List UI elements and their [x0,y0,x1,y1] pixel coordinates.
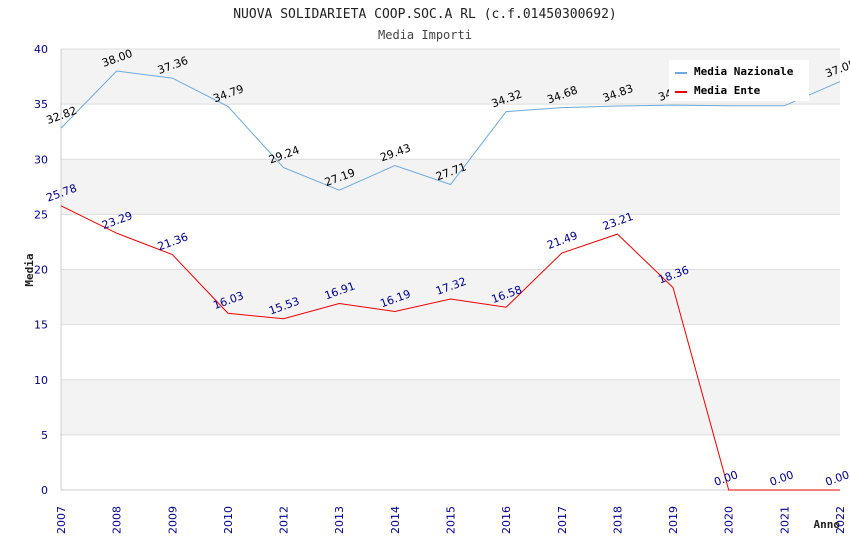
y-tick-label: 10 [34,374,48,387]
legend-label-media-nazionale: Media Nazionale [694,65,794,78]
y-tick-label: 30 [34,153,48,166]
plot-band [61,269,840,325]
x-tick-label: 2013 [333,506,346,534]
x-tick-label: 2021 [778,506,791,534]
legend-label-media-ente: Media Ente [694,84,761,97]
chart-title: NUOVA SOLIDARIETA COOP.SOC.A RL (c.f.014… [233,7,617,22]
y-tick-label: 5 [41,429,48,442]
plot-band [61,104,840,160]
x-tick-label: 2008 [111,506,124,534]
plot-band [61,434,840,490]
y-tick-labels: 0 5 10 15 20 25 30 35 40 [34,43,48,497]
y-tick-label: 20 [34,264,48,277]
plot-band [61,214,840,270]
x-tick-label: 2022 [834,506,847,534]
x-tick-label: 2020 [723,506,736,534]
y-tick-label: 15 [34,319,48,332]
plot-background-bands [61,49,840,490]
series-line-media-nazionale [60,70,841,191]
y-axis-title: Media [23,253,36,286]
y-tick-label: 40 [34,43,48,56]
x-tick-label: 2012 [278,506,291,534]
plot-band [61,324,840,380]
x-tick-label: 2007 [55,506,68,534]
x-tick-label: 2016 [500,506,513,534]
legend-background [669,60,809,101]
plot-band [61,379,840,435]
plot-band [61,159,840,215]
series-line-media-ente [60,205,840,491]
y-tick-label: 0 [41,484,48,497]
x-tick-label: 2009 [166,506,179,534]
chart-subtitle: Media Importi [378,28,472,42]
x-tick-label: 2010 [222,506,235,534]
x-tick-label: 2014 [389,506,402,534]
series-lines [60,70,841,491]
y-tick-label: 25 [34,208,48,221]
axes [60,49,840,491]
x-tick-label: 2019 [667,506,680,534]
x-tick-label: 2018 [611,506,624,534]
x-tick-label: 2017 [556,506,569,534]
x-tick-labels: 2007 2008 2009 2010 2012 2013 2014 2015 2016 2017… [55,506,847,534]
y-tick-label: 35 [34,98,48,111]
x-axis-title: Anno [814,518,841,531]
legend: Media Nazionale Media Ente [669,60,809,101]
x-tick-label: 2015 [445,506,458,534]
